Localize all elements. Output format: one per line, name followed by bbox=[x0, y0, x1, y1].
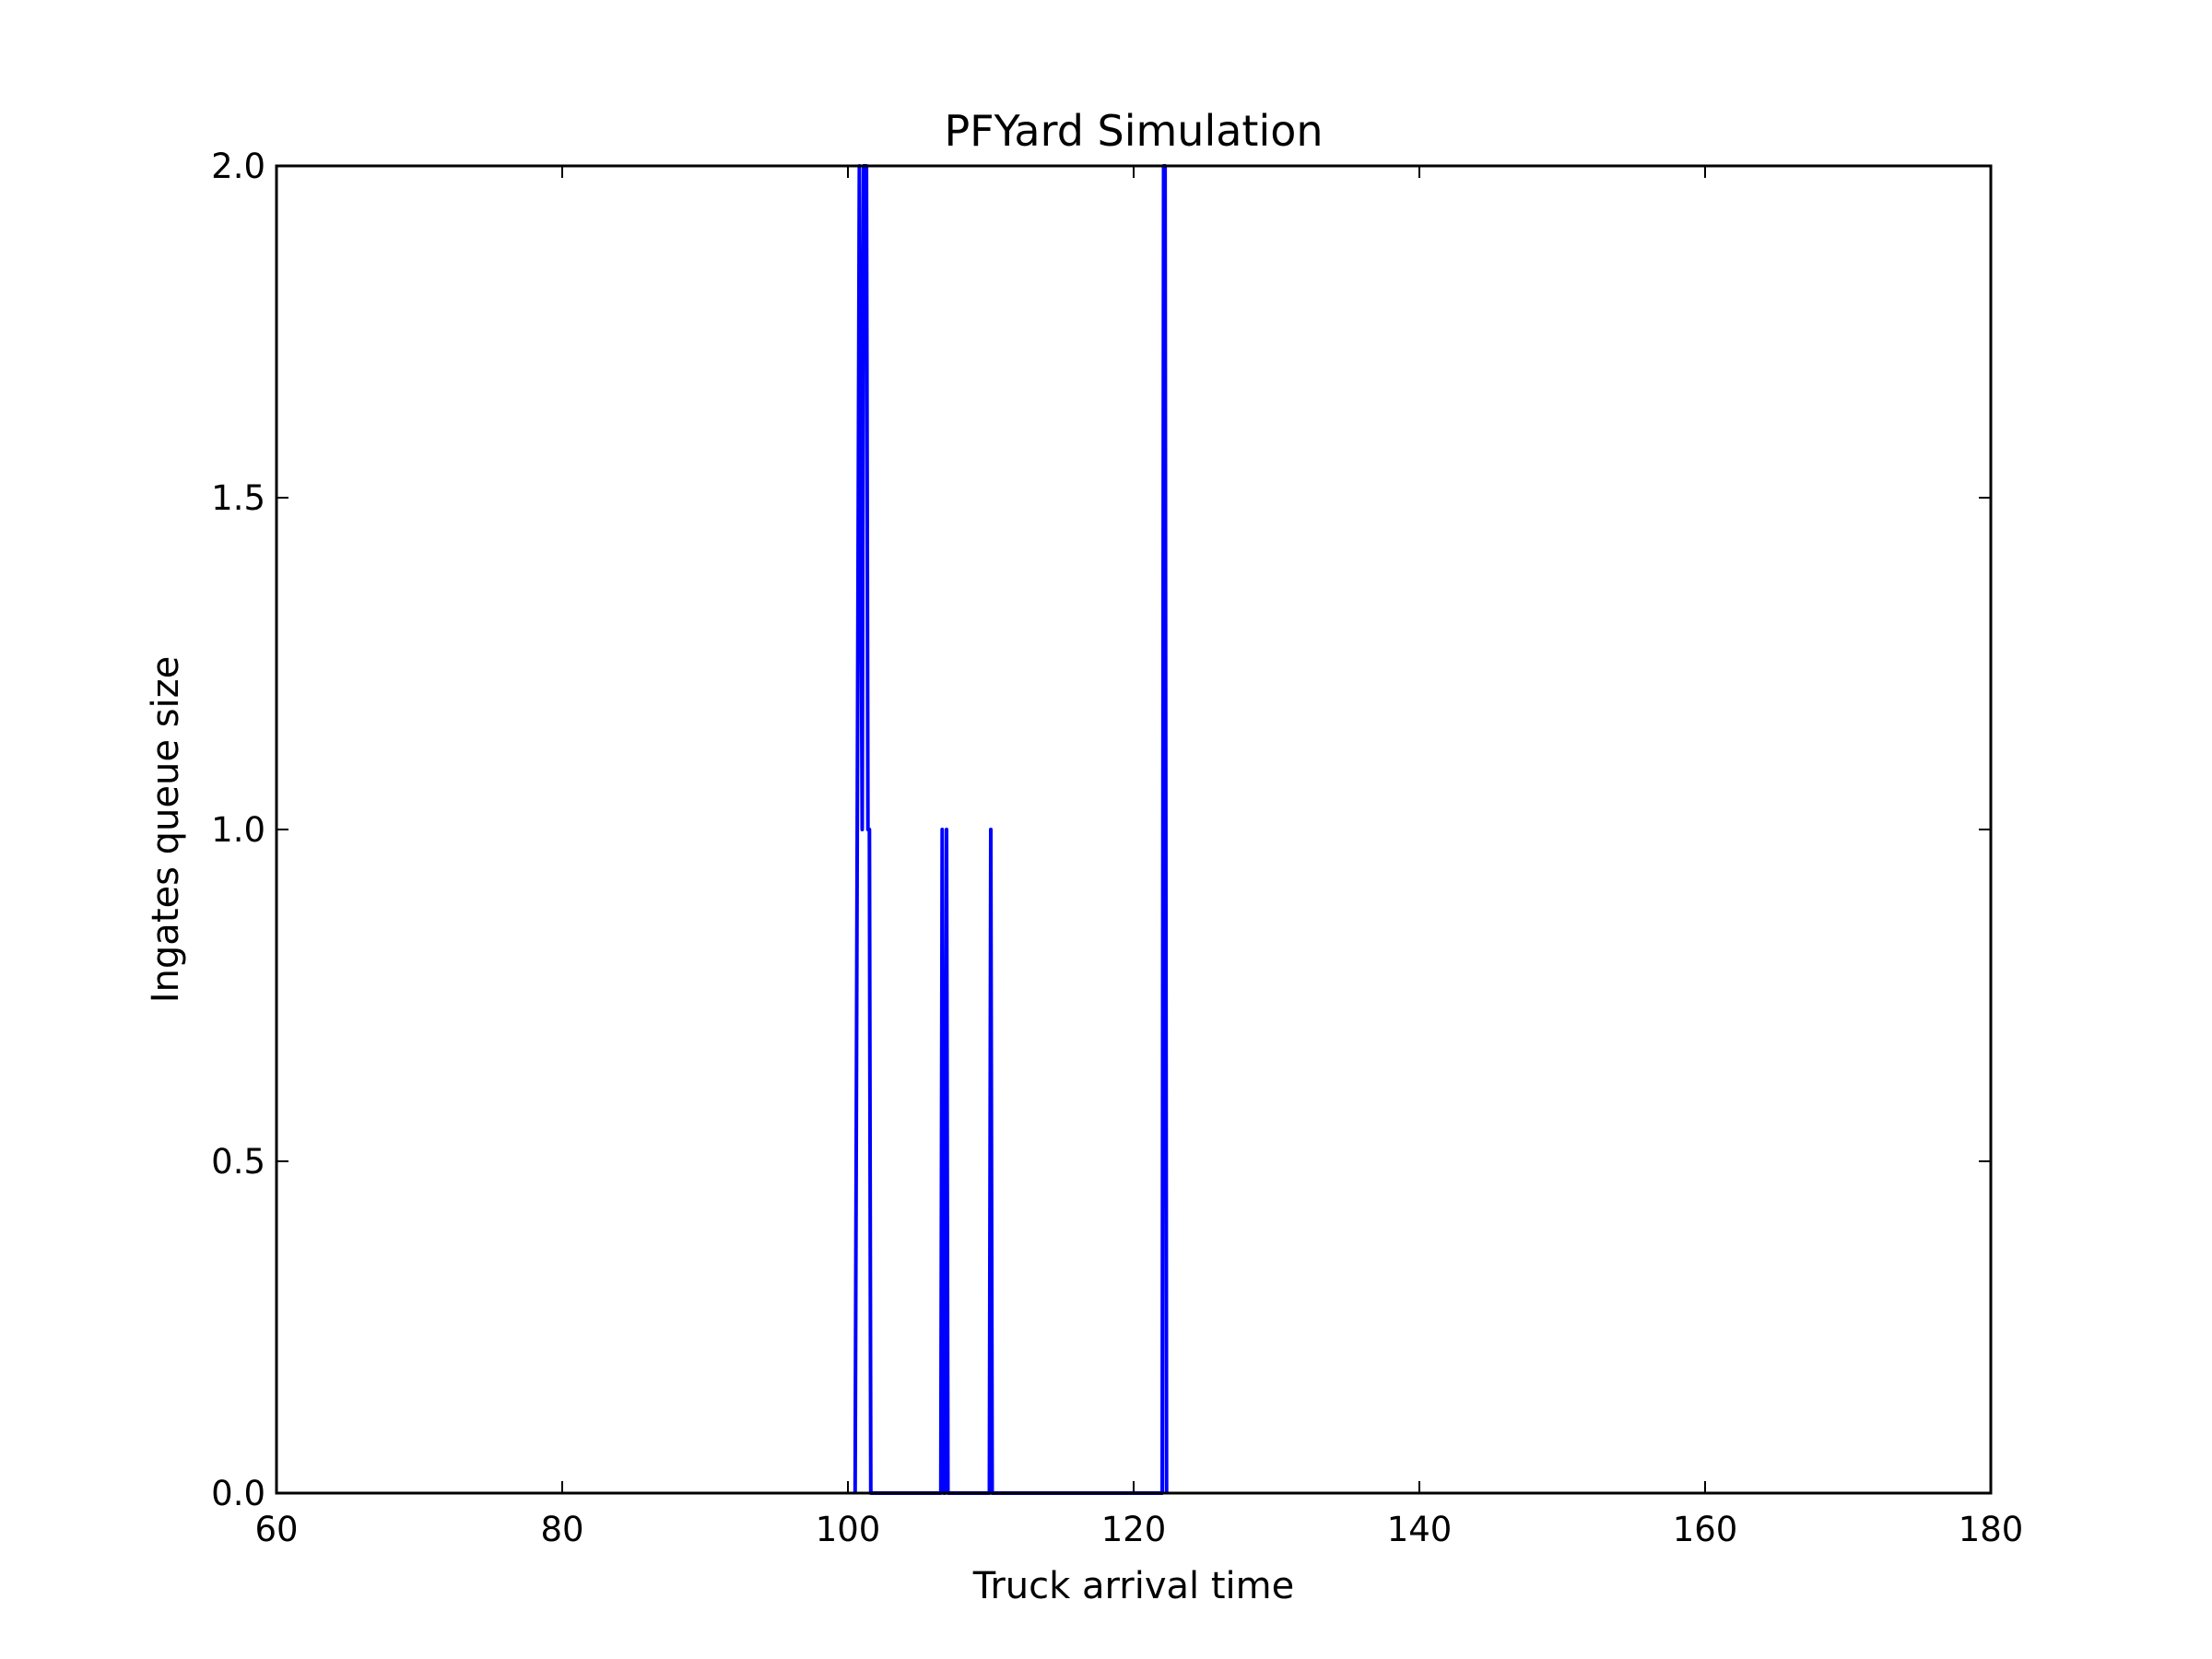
chart-title: PFYard Simulation bbox=[944, 106, 1323, 156]
x-axis-label: Truck arrival time bbox=[972, 1565, 1294, 1607]
plot-background bbox=[276, 166, 1991, 1493]
x-tick-label: 160 bbox=[1673, 1510, 1738, 1549]
y-tick-label: 2.0 bbox=[211, 147, 265, 186]
y-tick-label: 1.5 bbox=[211, 478, 265, 518]
plot-frame bbox=[275, 164, 1993, 1495]
x-tick-label: 100 bbox=[816, 1510, 881, 1549]
x-tick-label: 180 bbox=[1959, 1510, 2024, 1549]
x-tick-label: 120 bbox=[1101, 1510, 1167, 1549]
y-axis-label: Ingates queue size bbox=[145, 656, 187, 1003]
y-tick-label: 0.5 bbox=[211, 1142, 265, 1182]
x-tick-label: 140 bbox=[1387, 1510, 1453, 1549]
y-tick-label: 1.0 bbox=[211, 810, 265, 850]
y-tick-label: 0.0 bbox=[211, 1474, 265, 1513]
ticks-layer: 60 80 100 120 140 160 180 0.0 0.5 1.0 1.5 2.0 bbox=[211, 147, 2023, 1549]
x-tick-label: 60 bbox=[254, 1510, 298, 1549]
x-tick-label: 80 bbox=[540, 1510, 583, 1549]
